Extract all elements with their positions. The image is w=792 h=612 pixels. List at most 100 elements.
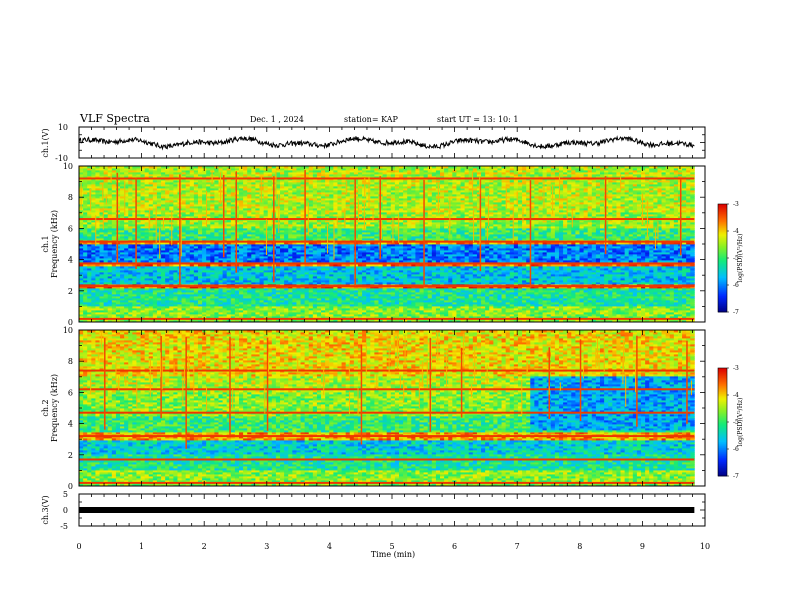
spectrogram-cell [193,320,199,323]
spectrogram-cell [476,302,482,305]
spectrogram-cell [91,298,96,301]
spectrogram-cell [292,320,297,323]
spectrogram-cell [419,304,424,307]
spectrogram-cell [632,320,638,323]
spectrogram-cell [312,316,318,319]
spectrogram-cell [423,314,429,317]
spectrogram-cell [169,294,174,297]
spectrogram-cell [448,310,453,313]
spectrogram-cell [394,298,400,301]
spectrogram-cell [440,310,445,313]
spectrogram-cell [641,306,646,309]
spectrogram-cell [87,298,92,301]
spectrogram-cell [612,300,617,303]
spectrogram-cell [464,298,470,301]
spectrogram-cell [345,312,351,315]
spectrogram-cell [567,302,572,305]
spectrogram-cell [83,304,88,307]
spectrogram-cell [263,304,269,307]
spectrogram-cell [431,308,437,311]
spectrogram-cell [575,296,580,299]
spectrogram-cell [456,304,461,307]
spectrogram-cell [292,298,297,301]
spectrogram-cell [513,312,519,315]
spectrogram-cell [238,320,244,323]
spectrogram-cell [267,314,273,317]
spectrogram-cell [251,300,256,303]
spectrogram-cell [571,298,576,301]
spectrogram-cell [612,316,617,319]
spectrogram-cell [690,302,695,305]
spectrogram-cell [415,296,420,299]
spectrogram-cell [185,320,191,323]
spectrogram-cell [440,308,445,311]
spectrogram-cell [333,304,338,307]
spectrogram-cell [120,298,125,301]
spectrogram-cell [120,304,125,307]
spectrogram-cell [600,320,605,323]
spectrogram-cell [292,314,297,317]
spectrogram-cell [513,314,519,317]
spectrogram-cell [394,302,400,305]
spectrogram-cell [444,306,449,309]
spectrogram-cell [140,308,146,311]
spectrogram-cell [608,306,613,309]
spectrogram-cell [259,310,265,313]
spectrogram-cell [595,308,601,311]
spectrogram-cell [669,300,675,303]
spectrogram-cell [222,306,228,309]
spectrogram-cell [386,304,392,307]
spectrogram-cell [165,310,170,313]
spectrogram-cell [329,304,334,307]
spectrogram-cell [415,320,420,323]
spectrogram-cell [682,300,687,303]
spectrogram-cell [214,294,219,297]
spectrogram-cell [275,298,281,301]
spectrogram-cell [665,300,671,303]
spectrogram-cell [427,306,433,309]
spectrogram-cell [353,314,359,317]
spectrogram-cell [128,316,133,319]
spectrogram-cell [415,316,420,319]
spectrogram-cell [567,306,572,309]
spectrogram-cell [476,296,482,299]
spectrogram-cell [197,310,203,313]
spectrogram-cell [665,320,671,323]
spectrogram-cell [673,306,679,309]
spectrogram-cell [251,308,256,311]
spectrogram-cell [587,302,593,305]
spectrogram-cell [407,304,412,307]
spectrogram-cell [349,314,355,317]
spectrogram-cell [312,294,318,297]
spectrogram-cell [505,314,511,317]
spectrogram-cell [185,316,191,319]
spectrogram-cell [608,312,613,315]
spectrogram-cell [460,310,466,313]
spectrogram-cell [99,316,105,319]
spectrogram-cell [591,310,597,313]
spectrogram-cell [222,294,228,297]
spectrogram-cell [206,304,211,307]
spectrogram-cell [641,298,646,301]
spectrogram-cell [152,312,158,315]
spectrogram-cell [398,320,404,323]
spectrogram-cell [103,320,109,323]
spectrogram-cell [595,320,601,323]
spectrogram-cell [472,314,478,317]
spectrogram-cell [247,316,252,319]
spectrogram-cell [222,310,228,313]
spectrogram-cell [616,314,621,317]
spectrogram-cell [485,312,490,315]
spectrogram-cell [542,320,548,323]
spectrogram-cell [226,298,232,301]
spectrogram-cell [423,310,429,313]
spectrogram-cell [522,302,527,305]
spectrogram-cell [386,300,392,303]
spectrogram-cell [538,298,543,301]
spectrogram-cell [620,312,626,315]
spectrogram-cell [686,308,691,311]
spectrogram-cell [325,306,330,309]
spectrogram-cell [542,310,548,313]
spectrogram-cell [398,302,404,305]
spectrogram-cell [226,316,232,319]
